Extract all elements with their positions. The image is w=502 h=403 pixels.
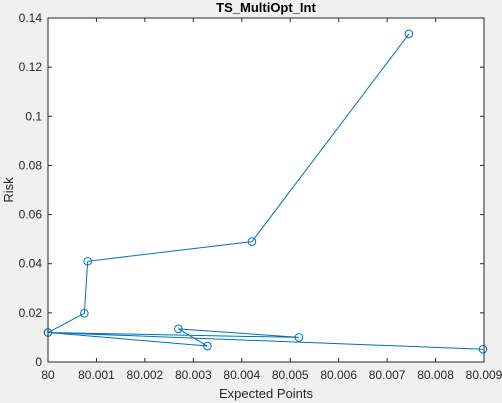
data-point — [478, 344, 488, 354]
y-tick-label: 0.14 — [19, 11, 43, 25]
data-point — [203, 341, 212, 351]
x-tick-label: 80.004 — [223, 368, 260, 382]
x-axis-label: Expected Points — [219, 386, 313, 401]
y-tick-label: 0.02 — [19, 306, 43, 320]
y-tick-label: 0.1 — [25, 109, 42, 123]
y-tick-label: 0.04 — [19, 257, 43, 271]
x-tick-label: 80.009 — [466, 368, 502, 382]
y-tick-label: 0 — [35, 355, 42, 369]
x-tick-label: 80 — [41, 368, 55, 382]
x-tick-label: 80.005 — [272, 368, 309, 382]
data-point — [83, 256, 93, 266]
x-tick-label: 80.001 — [78, 368, 115, 382]
y-tick-label: 0.12 — [19, 60, 43, 74]
x-tick-label: 80.006 — [320, 368, 357, 382]
y-tick-label: 0.06 — [19, 208, 43, 222]
data-point — [80, 309, 89, 318]
x-tick-label: 80.002 — [127, 368, 164, 382]
data-point — [404, 29, 414, 39]
x-tick-label: 80.008 — [417, 368, 454, 382]
axis-ticks: 80 80.001 80.002 80.003 80.004 80.005 80.006 80… — [19, 11, 502, 382]
data-point — [294, 333, 304, 342]
data-point — [247, 237, 257, 246]
data-point — [174, 324, 183, 334]
y-axis-label: Risk — [1, 177, 16, 203]
plot-area — [48, 18, 484, 362]
x-tick-label: 80.003 — [175, 368, 212, 382]
x-tick-label: 80.007 — [369, 368, 406, 382]
chart-title: TS_MultiOpt_Int — [216, 0, 316, 15]
y-tick-label: 0.08 — [19, 158, 43, 172]
series-layer — [43, 29, 488, 354]
axes-box — [47, 17, 485, 363]
series-line — [47, 33, 484, 350]
